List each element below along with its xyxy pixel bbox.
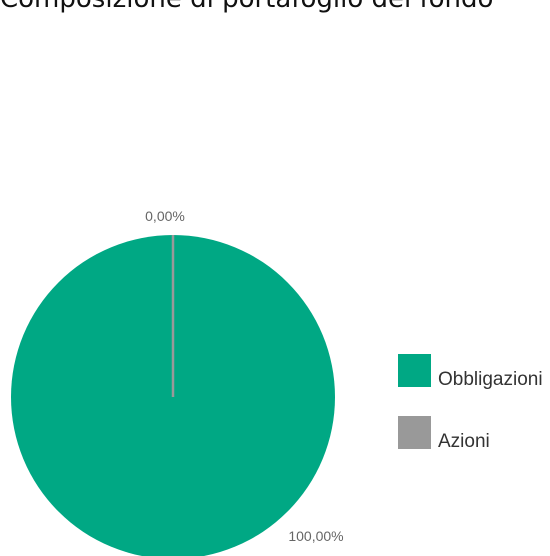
legend-swatch-obbligazioni bbox=[398, 354, 431, 387]
data-label-obbligazioni: 100,00% bbox=[288, 528, 343, 544]
legend-item-obbligazioni[interactable]: Obbligazioni bbox=[398, 354, 550, 390]
pie-data-labels: 100,00% 0,00% bbox=[145, 208, 343, 544]
legend-swatch-azioni bbox=[398, 416, 431, 449]
data-label-azioni: 0,00% bbox=[145, 208, 185, 224]
pie-slices bbox=[11, 235, 335, 556]
legend-label-obbligazioni: Obbligazioni bbox=[438, 369, 543, 390]
legend-label-azioni: Azioni bbox=[438, 431, 490, 452]
chart-legend: Obbligazioni Azioni bbox=[398, 354, 550, 478]
chart-title: Composizione di portafoglio del fondo bbox=[0, 0, 493, 14]
legend-item-azioni[interactable]: Azioni bbox=[398, 416, 550, 452]
